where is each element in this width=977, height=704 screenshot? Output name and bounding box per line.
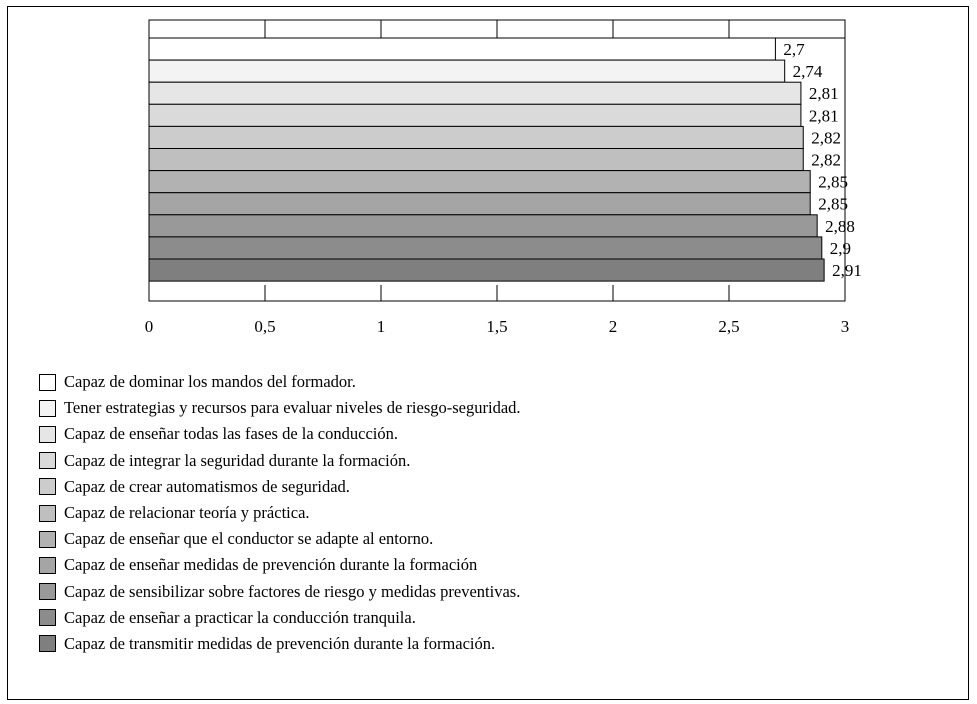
legend-swatch [39,425,56,443]
bar [148,170,811,194]
bar-chart: 2,7 2,74 2,81 2,81 2,82 2,82 2,85 2,85 2,88 2,9 2,… [145,19,862,336]
x-tick-label: 1 [377,317,386,336]
bar-value-label: 2,7 [783,40,805,59]
x-tick-label: 0 [145,317,154,336]
x-tick-label: 1,5 [486,317,507,336]
legend-label: Tener estrategias y recursos para evalua… [64,398,521,418]
bar-value-label: 2,88 [825,217,855,236]
legend-item: Tener estrategias y recursos para evalua… [39,395,939,421]
legend-item: Capaz de enseñar medidas de prevención d… [39,552,939,578]
bar [148,103,802,127]
legend-label: Capaz de enseñar todas las fases de la c… [64,424,398,444]
legend-item: Capaz de sensibilizar sobre factores de … [39,579,939,605]
bar [148,192,811,216]
bars-group [148,37,825,282]
bar [148,148,804,172]
bar-value-label: 2,81 [809,84,839,103]
legend-swatch [39,556,56,574]
bar-value-label: 2,85 [818,195,848,214]
bar [148,125,804,150]
bar-value-label: 2,81 [809,106,839,125]
legend-swatch [39,452,56,470]
bar-value-label: 2,85 [818,173,848,192]
legend-label: Capaz de enseñar a practicar la conducci… [64,607,416,627]
legend-label: Capaz de dominar los mandos del formador… [64,372,356,392]
data-labels-group: 2,7 2,74 2,81 2,81 2,82 2,82 2,85 2,85 2,88 2,9 2,… [783,40,861,280]
bar [148,236,823,260]
legend-swatch [39,583,56,601]
legend-item: Capaz de crear automatismos de seguridad… [39,474,939,500]
x-tick-label: 2,5 [718,317,739,336]
legend-swatch [39,609,56,627]
legend-label: Capaz de enseñar medidas de prevención d… [64,555,478,575]
bar [148,81,802,105]
legend-label: Capaz de crear automatismos de seguridad… [64,476,350,496]
legend-swatch [39,635,56,653]
legend-item: Capaz de integrar la seguridad durante l… [39,448,939,474]
legend-item: Capaz de enseñar todas las fases de la c… [39,421,939,447]
x-tick-label: 0,5 [254,317,275,336]
bar-value-label: 2,9 [830,239,851,258]
bar [148,37,776,61]
legend-swatch [39,504,56,522]
bar [148,214,818,238]
legend-swatch [39,399,56,417]
legend-label: Capaz de sensibilizar sobre factores de … [64,581,521,601]
x-axis-ticks-group: 0 0,5 1 1,5 2 2,5 3 [145,285,850,336]
bar-value-label: 2,91 [832,261,862,280]
bar-value-label: 2,74 [793,62,823,81]
bar-value-label: 2,82 [811,151,841,170]
legend-item: Capaz de transmitir medidas de prevenció… [39,631,939,657]
legend-item: Capaz de dominar los mandos del formador… [39,369,939,395]
legend-swatch [39,530,56,548]
legend-swatch [39,478,56,496]
x-tick-label: 2 [609,317,618,336]
legend-label: Capaz de enseñar que el conductor se ada… [64,529,434,549]
bar [148,258,825,282]
x-tick-label: 3 [841,317,850,336]
legend-label: Capaz de relacionar teoría y práctica. [64,503,310,523]
chart-frame: 2,7 2,74 2,81 2,81 2,82 2,82 2,85 2,85 2,88 2,9 2,… [7,6,969,700]
legend-swatch [39,373,56,391]
legend-item: Capaz de relacionar teoría y práctica. [39,500,939,526]
legend-label: Capaz de integrar la seguridad durante l… [64,450,411,470]
legend-item: Capaz de enseñar a practicar la conducci… [39,605,939,631]
bar-value-label: 2,82 [811,128,841,147]
legend: Capaz de dominar los mandos del formador… [39,369,939,657]
legend-item: Capaz de enseñar que el conductor se ada… [39,526,939,552]
legend-label: Capaz de transmitir medidas de prevenció… [64,633,496,653]
bar [148,59,786,83]
